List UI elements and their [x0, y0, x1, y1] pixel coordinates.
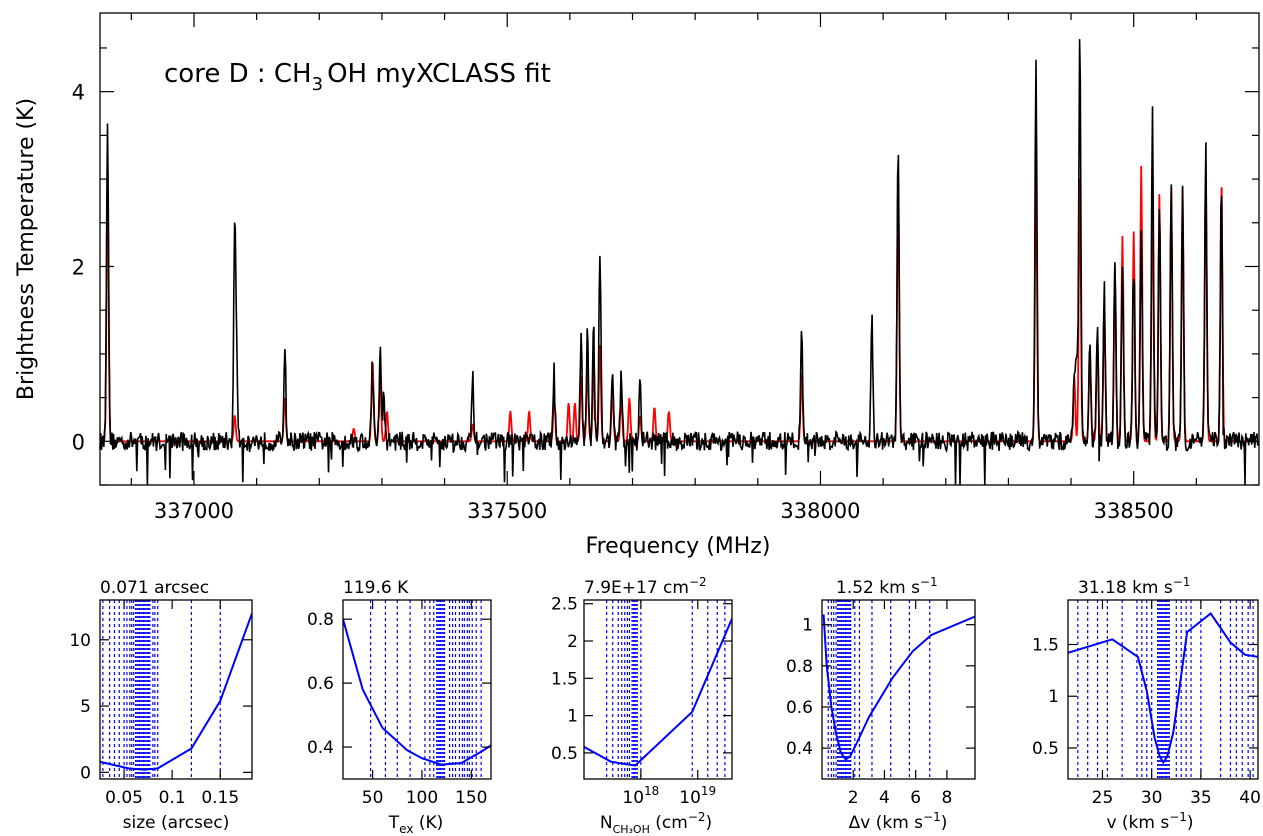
y-tick-label: 1: [567, 707, 578, 727]
main-plot-title: core D : CH3 OH myXCLASS fit: [164, 59, 551, 95]
main-y-axis-label: Brightness Temperature (K): [14, 98, 39, 400]
x-tick-label: 30: [1141, 788, 1163, 808]
chi2-panel-linewidth: 2 4 6 8 0.4 0.6 0.8 1: [786, 599, 976, 808]
chi2-curve: [822, 614, 975, 761]
x-tick-label: 150: [455, 788, 487, 808]
x-tick-label: 50: [362, 788, 384, 808]
x-tick-label: 338500: [1094, 499, 1174, 523]
y-tick-label: 2: [72, 255, 85, 279]
y-tick-label: 1: [1048, 687, 1059, 707]
y-tick-label: 0.6: [786, 698, 813, 718]
observed-spectrum-series: [99, 39, 1260, 486]
y-tick-label: 0.6: [307, 674, 334, 694]
x-tick-label: 0.1: [159, 788, 186, 808]
x-tick-label: 35: [1190, 788, 1212, 808]
y-tick-label: 0.4: [307, 738, 334, 758]
panel-title-column: 7.9E+17 cm−2: [584, 575, 707, 598]
panel-xlabel-size: size (arcsec): [123, 813, 230, 833]
x-tick-label: 337500: [467, 499, 547, 523]
x-tick-label: 8: [941, 788, 952, 808]
panel-title-tex: 119.6 K: [343, 578, 409, 598]
x-tick-label: 337000: [154, 499, 234, 523]
y-tick-label: 4: [72, 81, 85, 105]
x-tick-label: 6: [910, 788, 921, 808]
x-tick-label: 25: [1092, 788, 1114, 808]
y-tick-label: 2.5: [551, 595, 578, 615]
panel-title-velocity: 31.18 km s−1: [1078, 575, 1190, 598]
y-tick-label: 5: [80, 697, 91, 717]
x-tick-label: 1019: [679, 784, 716, 808]
y-tick-label: 0: [72, 430, 85, 454]
panel-title-size: 0.071 arcsec: [100, 578, 209, 598]
chi2-curve: [100, 612, 252, 771]
panel-xlabel-velocity: v (km s−1): [1106, 810, 1193, 833]
chi2-panel-content: [822, 600, 975, 779]
x-tick-label: 0.15: [201, 788, 239, 808]
y-tick-label: 2: [567, 632, 578, 652]
chi2-panel-column-density: 1018 1019 0.5 1 1.5 2 2.5: [551, 595, 733, 808]
model-spectrum-line: [100, 165, 1259, 444]
model-spectrum-series: [100, 165, 1259, 444]
chi2-panel-velocity: 25 30 35 40 0.5 1 1.5: [1032, 599, 1261, 808]
y-tick-label: 10: [69, 631, 91, 651]
x-tick-label: 0.05: [105, 788, 143, 808]
x-tick-label: 40: [1239, 788, 1261, 808]
chi2-panel-tex: 50 100 150 0.4 0.6 0.8: [307, 599, 492, 808]
y-tick-label: 0.5: [1032, 739, 1059, 759]
x-tick-label: 4: [879, 788, 890, 808]
chi2-panel-content: [584, 600, 732, 779]
x-tick-label: 1018: [622, 784, 659, 808]
chi2-panel-content: [100, 600, 252, 779]
main-x-axis-label: Frequency (MHz): [586, 534, 771, 559]
y-tick-label: 0.5: [551, 744, 578, 764]
y-tick-label: 0.8: [307, 610, 334, 630]
chi2-panel-size: 0.05 0.1 0.15 0 5 10: [69, 599, 253, 808]
panel-title-linewidth: 1.52 km s−1: [836, 575, 938, 598]
chi2-curve: [343, 618, 491, 766]
chi2-curve: [584, 618, 732, 767]
y-tick-label: 0: [80, 763, 91, 783]
panel-xlabel-tex: Tex (K): [388, 813, 444, 836]
main-plot-frame: [99, 12, 1260, 486]
chi2-panel-content: [343, 600, 491, 779]
chi2-panel-content: [1068, 600, 1258, 779]
panel-xlabel-column: NCH₃OH (cm−2): [600, 810, 712, 836]
y-tick-label: 1.5: [1032, 635, 1059, 655]
panel-xlabel-linewidth: Δv (km s−1): [849, 810, 948, 833]
chi2-panel-frame: [99, 599, 253, 780]
x-tick-label: 100: [406, 788, 438, 808]
observed-spectrum-line: [99, 39, 1260, 486]
chi2-panel-frame: [342, 599, 492, 780]
chi2-panel-frame: [583, 599, 733, 780]
chi2-panel-frame: [1067, 599, 1259, 780]
main-spectrum-panel: 337000 337500 338000 338500 0 2 4 core D : CH3…: [14, 12, 1260, 559]
chi2-panel-frame: [821, 599, 976, 780]
chi2-curve: [1068, 612, 1258, 765]
x-tick-label: 338000: [780, 499, 860, 523]
main-axis-ticks: 337000 337500 338000 338500 0 2 4: [72, 13, 1259, 523]
y-tick-label: 1.5: [551, 669, 578, 689]
x-tick-label: 2: [848, 788, 859, 808]
y-tick-label: 1: [802, 616, 813, 636]
y-tick-label: 0.4: [786, 739, 813, 759]
y-tick-label: 0.8: [786, 657, 813, 677]
